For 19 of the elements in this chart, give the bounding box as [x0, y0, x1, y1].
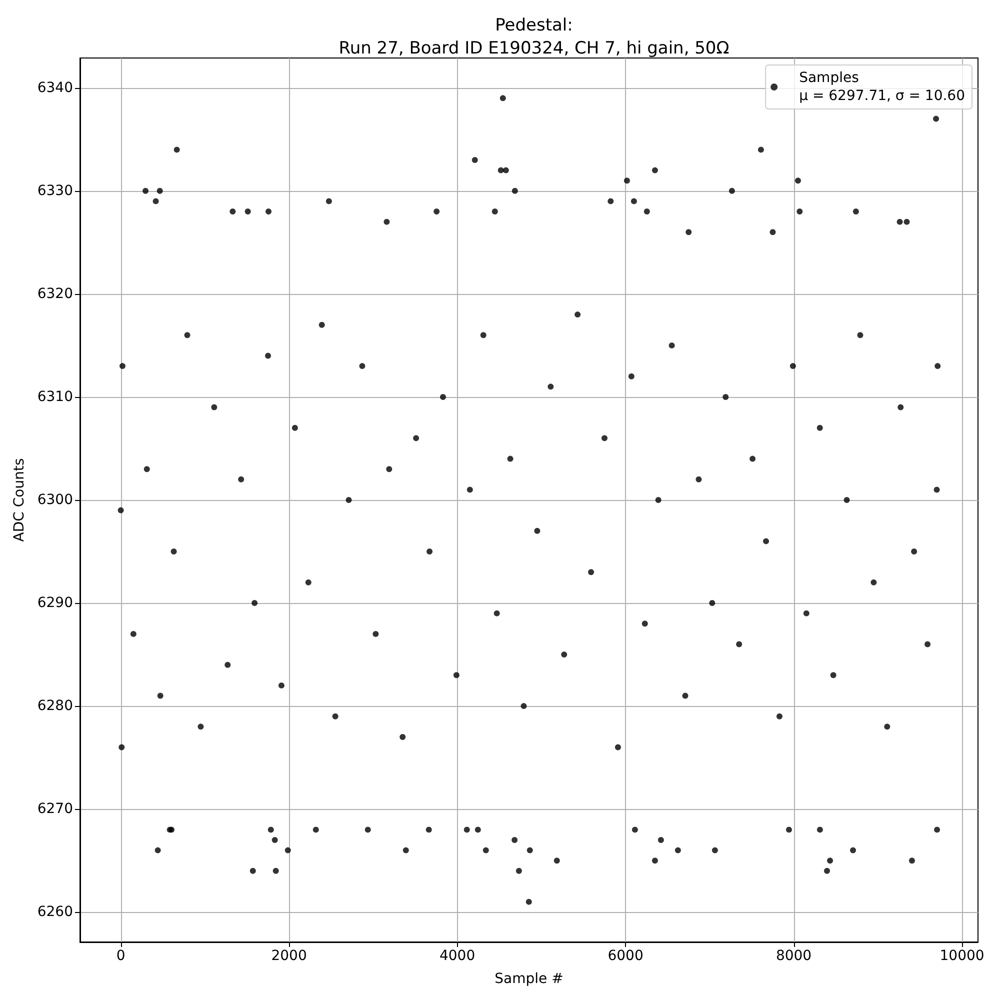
y-tick-label: 6300 [37, 492, 73, 508]
y-tick-label: 6310 [37, 388, 73, 405]
x-tick-label: 6000 [608, 948, 644, 964]
legend-label: Samples μ = 6297.71, σ = 10.60 [799, 70, 966, 104]
x-tick-label: 4000 [439, 948, 476, 964]
y-tick-label: 6280 [37, 698, 73, 714]
x-tick-label: 2000 [271, 948, 307, 964]
y-tick-label: 6320 [37, 286, 73, 302]
y-tick-label: 6290 [37, 595, 73, 612]
y-axis-title: ADC Counts [11, 458, 28, 542]
y-tick-label: 6340 [37, 80, 73, 96]
x-axis-title: Sample # [494, 971, 564, 987]
y-tick-label: 6260 [37, 904, 73, 920]
x-tick-label: 8000 [776, 948, 812, 964]
x-tick-label: 0 [116, 948, 126, 964]
y-tick-label: 6330 [37, 182, 73, 199]
y-tick-label: 6270 [37, 801, 73, 818]
chart-title: Pedestal: Run 27, Board ID E190324, CH 7, hi gain, 50Ω [338, 16, 730, 58]
x-tick-label: 10000 [940, 948, 984, 964]
